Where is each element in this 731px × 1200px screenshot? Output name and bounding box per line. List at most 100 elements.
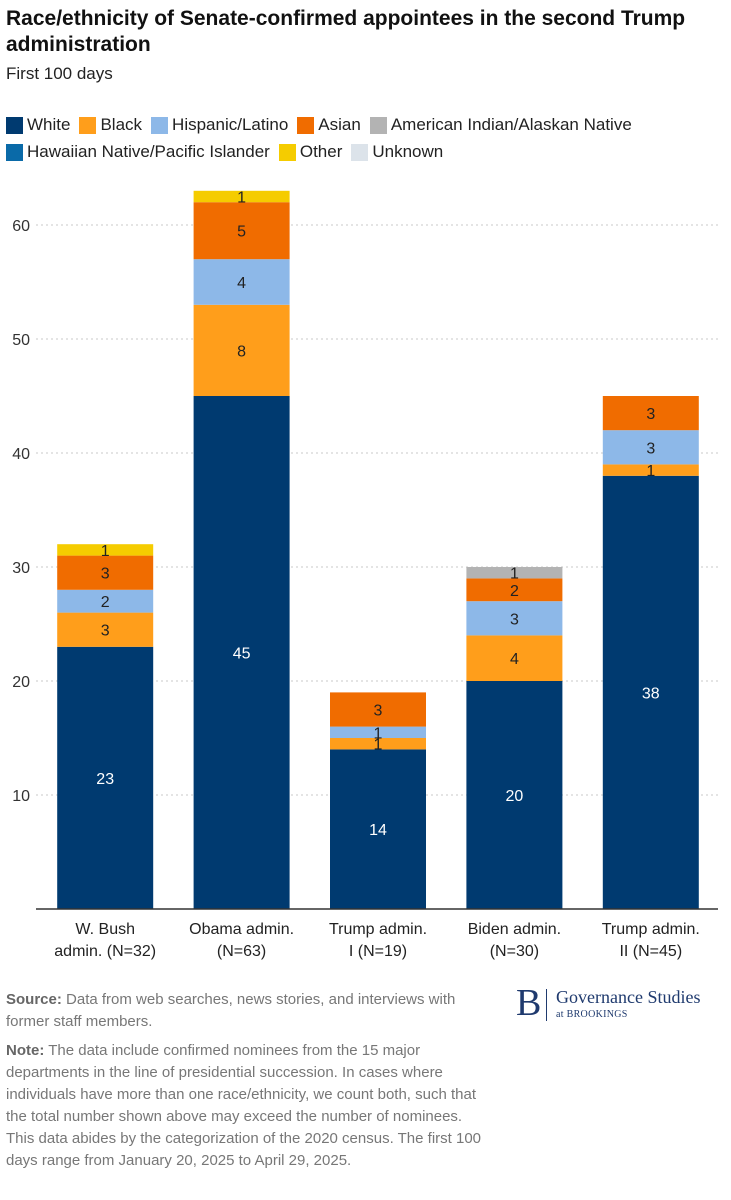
legend-label: Unknown xyxy=(372,142,444,161)
bar-hispanic-latino-1 xyxy=(57,589,154,613)
bar-other-1 xyxy=(57,544,154,556)
data-label: 1 xyxy=(374,737,383,754)
x-tick-label: Trump admin. xyxy=(329,921,427,938)
data-label: 4 xyxy=(510,651,519,668)
bar-white-1 xyxy=(57,646,154,909)
y-tick-label: 20 xyxy=(12,674,30,691)
data-label: 1 xyxy=(237,190,246,207)
legend-item-black: Black xyxy=(79,115,142,135)
legend-swatch xyxy=(6,143,23,161)
legend-item-hawaiian-native-pacific-islander: Hawaiian Native/Pacific Islander xyxy=(6,142,270,162)
x-tick-label: admin. (N=32) xyxy=(54,943,156,960)
data-label: 23 xyxy=(96,771,114,788)
bar-white-2 xyxy=(193,396,290,909)
source-note: Source: Data from web searches, news sto… xyxy=(6,989,486,1033)
legend-swatch xyxy=(6,116,23,134)
bar-asian-4 xyxy=(466,578,563,602)
y-tick-label: 60 xyxy=(12,218,30,235)
x-tick-label: W. Bush xyxy=(75,921,135,938)
data-label: 3 xyxy=(646,440,655,457)
legend-label: White xyxy=(27,115,71,134)
data-label: 8 xyxy=(237,343,246,360)
bar-hispanic-latino-5 xyxy=(602,430,699,465)
bar-asian-3 xyxy=(330,692,426,727)
legend-label: Hawaiian Native/Pacific Islander xyxy=(27,142,270,161)
x-tick-label: Biden admin. xyxy=(468,921,561,938)
data-label: 45 xyxy=(233,646,251,663)
x-tick-label: Obama admin. xyxy=(189,921,294,938)
data-label: 3 xyxy=(101,623,110,640)
x-tick-label: (N=30) xyxy=(490,943,539,960)
data-label: 3 xyxy=(374,703,383,720)
chart-subtitle: First 100 days xyxy=(6,64,113,83)
y-tick-label: 10 xyxy=(12,788,30,805)
data-label: 3 xyxy=(510,611,519,628)
legend-item-white: White xyxy=(6,115,70,135)
logo-mark: B xyxy=(516,982,542,1024)
bar-asian-1 xyxy=(57,555,154,590)
legend-swatch xyxy=(151,116,169,134)
legend-item-asian: Asian xyxy=(297,115,361,135)
data-label: 2 xyxy=(510,583,519,600)
data-label: 4 xyxy=(237,275,246,292)
legend-label: Hispanic/Latino xyxy=(172,115,289,134)
x-tick-label: II (N=45) xyxy=(619,943,682,960)
bar-white-5 xyxy=(602,475,699,909)
data-label: 38 xyxy=(642,685,660,702)
legend-swatch xyxy=(369,116,387,134)
legend-label: Other xyxy=(299,142,343,161)
brookings-logo: B Governance Studies at BROOKINGS xyxy=(516,982,728,1025)
bar-black-1 xyxy=(57,612,154,647)
bar-american-indian-alaskan-native-4 xyxy=(466,567,563,579)
methodology-note: Note: The data include confirmed nominee… xyxy=(6,1040,486,1172)
data-label: 1 xyxy=(101,543,110,560)
bar-hispanic-latino-4 xyxy=(466,601,563,636)
data-label: 14 xyxy=(369,822,387,839)
data-label: 1 xyxy=(646,463,655,480)
x-tick-label: I (N=19) xyxy=(349,943,407,960)
legend: White Black Hispanic/Latino Asian American I… xyxy=(6,115,726,162)
note-text: The data include confirmed nominees from… xyxy=(6,1042,482,1169)
data-label: 1 xyxy=(374,725,383,742)
bar-black-3 xyxy=(330,738,426,750)
note-label: Note: xyxy=(6,1042,45,1059)
chart-title: Race/ethnicity of Senate-confirmed appoi… xyxy=(6,7,686,56)
bar-black-2 xyxy=(193,304,290,396)
bar-asian-2 xyxy=(193,202,290,260)
source-text: Data from web searches, news stories, an… xyxy=(6,991,456,1030)
legend-item-unknown: Unknown xyxy=(351,142,443,162)
bar-hispanic-latino-3 xyxy=(330,726,426,738)
x-tick-label: (N=63) xyxy=(217,943,266,960)
legend-swatch xyxy=(278,143,296,161)
bar-other-2 xyxy=(193,190,290,203)
bar-white-4 xyxy=(466,681,563,909)
legend-label: Black xyxy=(100,115,143,134)
source-label: Source: xyxy=(6,991,62,1008)
data-label: 5 xyxy=(237,224,246,241)
data-label: 1 xyxy=(510,566,519,583)
legend-label: American Indian/Alaskan Native xyxy=(390,115,632,134)
legend-label: Asian xyxy=(318,115,361,134)
x-tick-label: Trump admin. xyxy=(602,921,700,938)
logo-divider xyxy=(546,989,547,1021)
legend-item-hispanic-latino: Hispanic/Latino xyxy=(151,115,288,135)
y-tick-label: 40 xyxy=(12,446,30,463)
data-label: 3 xyxy=(101,566,110,583)
bar-asian-5 xyxy=(602,396,699,431)
y-tick-label: 50 xyxy=(12,332,30,349)
legend-item-american-indian-alaskan-native: American Indian/Alaskan Native xyxy=(369,115,632,135)
bar-black-5 xyxy=(602,464,699,476)
legend-item-other: Other xyxy=(278,142,343,162)
bar-black-4 xyxy=(466,635,563,681)
bar-white-3 xyxy=(330,749,426,909)
bar-hispanic-latino-2 xyxy=(193,259,290,305)
data-label: 3 xyxy=(646,406,655,423)
logo-name: Governance Studies xyxy=(556,987,701,1007)
y-tick-label: 30 xyxy=(12,560,30,577)
legend-swatch xyxy=(79,116,97,134)
legend-swatch xyxy=(351,143,369,161)
logo-subtitle: at BROOKINGS xyxy=(556,1009,628,1020)
legend-swatch xyxy=(297,116,315,134)
data-label: 2 xyxy=(101,594,110,611)
